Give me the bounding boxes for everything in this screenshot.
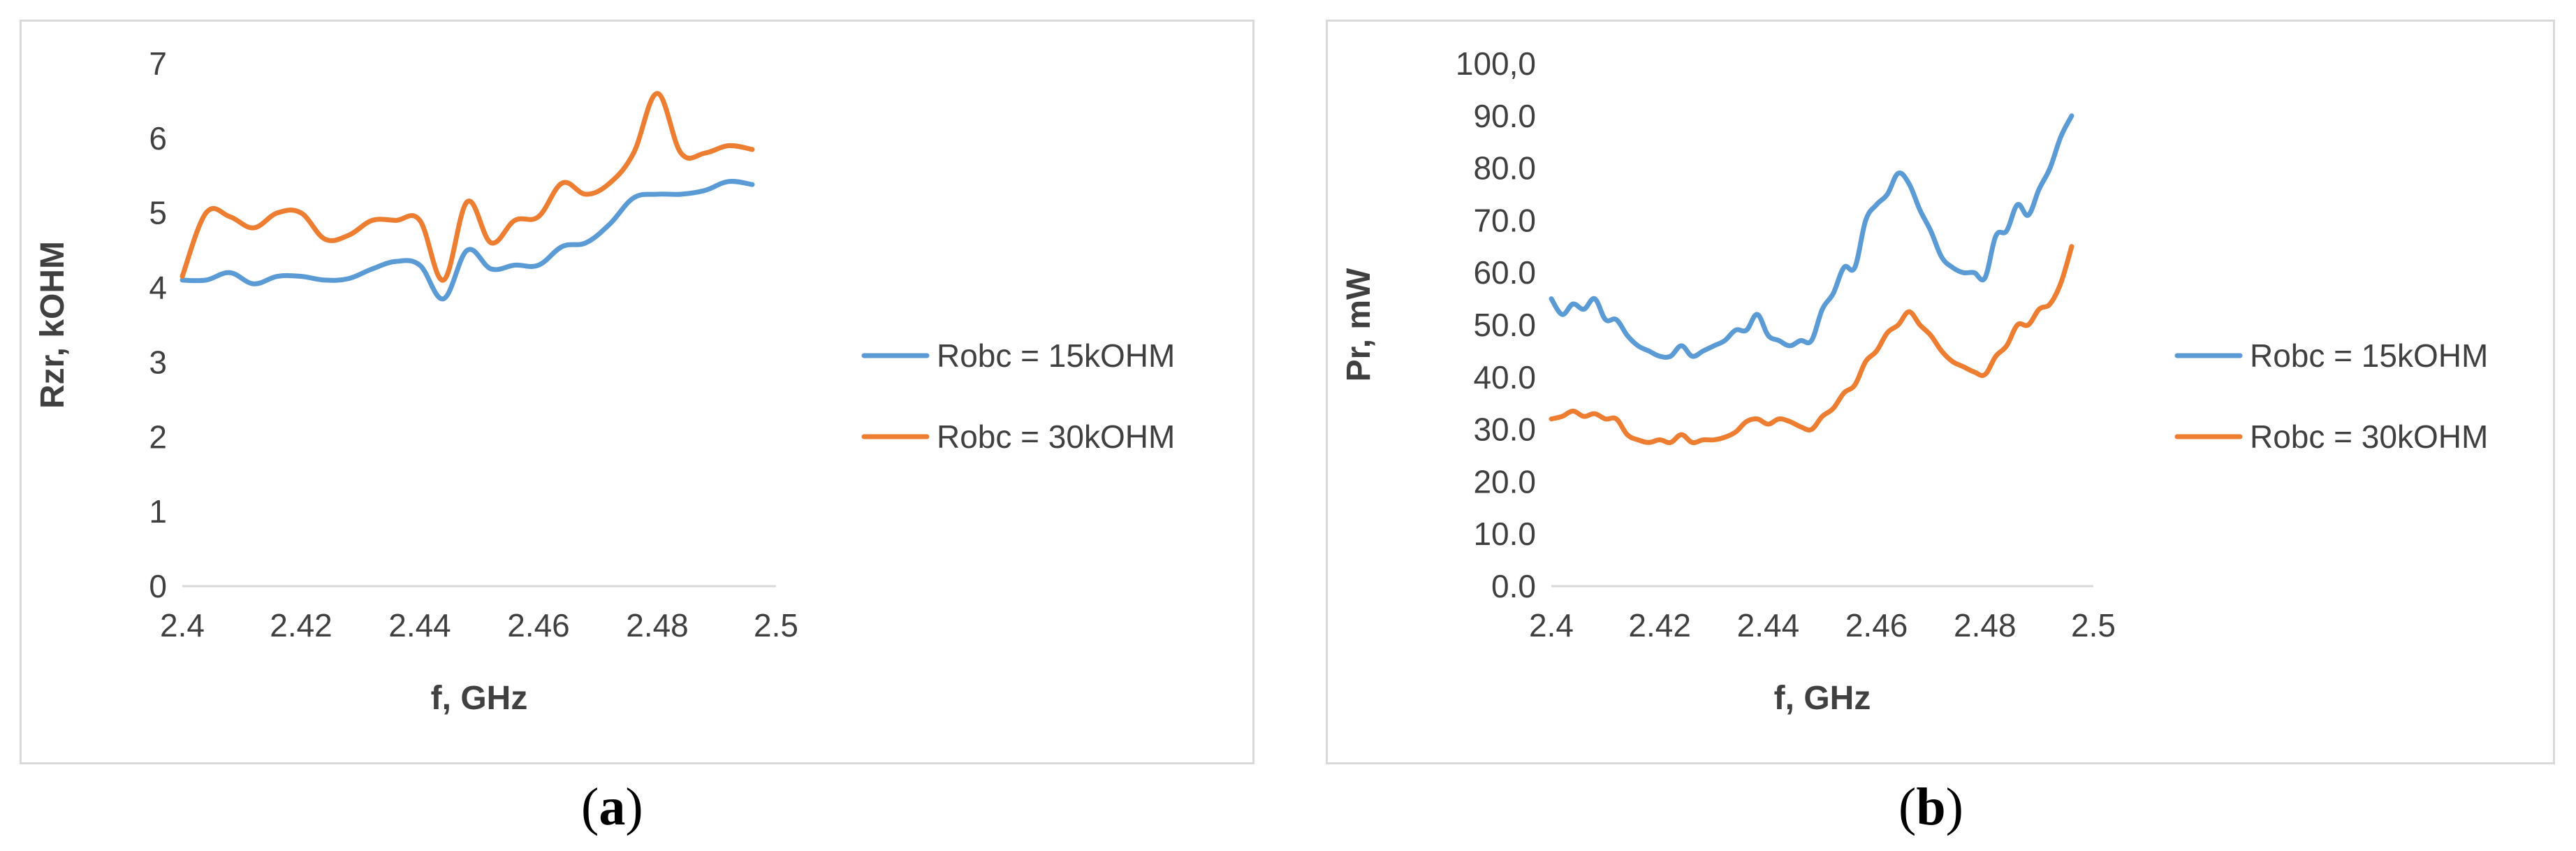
chart-b-series-line-2	[1549, 244, 2074, 446]
chart-b-ytick-label: 70.0	[1473, 202, 1536, 238]
chart-b-xtick-label: 2.5	[2071, 607, 2116, 643]
chart-b-ytick-label: 80.0	[1473, 150, 1536, 187]
chart-b-ytick-label: 10.0	[1473, 516, 1536, 552]
chart-a-ytick-label: 1	[149, 493, 167, 530]
chart-a-x-axis-title: f, GHz	[431, 680, 528, 717]
chart-a-y-axis-title: Rzr, kOHM	[34, 241, 71, 409]
chart-b-xtick-label: 2.42	[1628, 607, 1691, 643]
chart-a-svg: 0 1 2 3 4 5 6 7 2.4 2.42 2.44 2.46 2.48 2.5 f, GHz Rzr,…	[34, 45, 1175, 717]
chart-a-ytick-label: 3	[149, 344, 167, 380]
chart-b-legend-label-2: Robc = 30kOHM	[2250, 419, 2488, 455]
chart-b-ytick-label: 100,0	[1456, 45, 1536, 82]
chart-b-ytick-label: 50.0	[1473, 307, 1536, 343]
chart-b-svg: 0.0 10.0 20.0 30.0 40.0 50.0 60.0 70.0 80.0 90.0 1…	[1340, 45, 2488, 717]
chart-b-xtick-label: 2.48	[1954, 607, 2017, 643]
chart-b-ytick-label: 30.0	[1473, 412, 1536, 448]
chart-a-xtick-label: 2.42	[270, 607, 332, 643]
caption-b: (b)	[1898, 778, 1963, 836]
chart-b-xtick-label: 2.46	[1845, 607, 1908, 643]
chart-a-xtick-label: 2.4	[160, 607, 205, 643]
chart-b-legend-label-1: Robc = 15kOHM	[2250, 337, 2488, 374]
chart-a-ytick-label: 7	[149, 45, 167, 82]
chart-a-ytick-label: 6	[149, 120, 167, 157]
chart-b-x-axis-title: f, GHz	[1774, 680, 1871, 717]
chart-panel-a: 0 1 2 3 4 5 6 7 2.4 2.42 2.44 2.46 2.48 2.5 f, GHz Rzr,…	[20, 20, 1254, 764]
chart-b-series-line-1	[1549, 113, 2074, 360]
chart-a-xtick-label: 2.48	[626, 607, 689, 643]
chart-panel-b: 0.0 10.0 20.0 30.0 40.0 50.0 60.0 70.0 80.0 90.0 1…	[1326, 20, 2555, 764]
chart-a-ytick-label: 5	[149, 195, 167, 231]
chart-b-ytick-label: 0.0	[1491, 568, 1536, 604]
chart-a-xtick-label: 2.46	[507, 607, 570, 643]
chart-a-series-line-1	[180, 179, 755, 302]
chart-b-y-axis-title: Pr, mW	[1340, 268, 1377, 381]
chart-b-ytick-label: 20.0	[1473, 463, 1536, 500]
chart-a-legend-label-2: Robc = 30kOHM	[937, 419, 1175, 455]
chart-b-ytick-label: 90.0	[1473, 98, 1536, 134]
chart-b-xtick-label: 2.44	[1737, 607, 1800, 643]
chart-b-xtick-label: 2.4	[1529, 607, 1574, 643]
chart-b-ytick-label: 40.0	[1473, 359, 1536, 395]
chart-a-ytick-label: 4	[149, 270, 167, 306]
chart-a-xtick-label: 2.5	[754, 607, 798, 643]
chart-a-ytick-label: 0	[149, 568, 167, 604]
chart-a-legend-label-1: Robc = 15kOHM	[937, 337, 1175, 374]
chart-b-ytick-label: 60.0	[1473, 254, 1536, 291]
chart-a-ytick-label: 2	[149, 419, 167, 455]
chart-a-xtick-label: 2.44	[388, 607, 451, 643]
caption-a: (a)	[581, 778, 643, 836]
chart-a-series-line-2	[180, 91, 755, 283]
